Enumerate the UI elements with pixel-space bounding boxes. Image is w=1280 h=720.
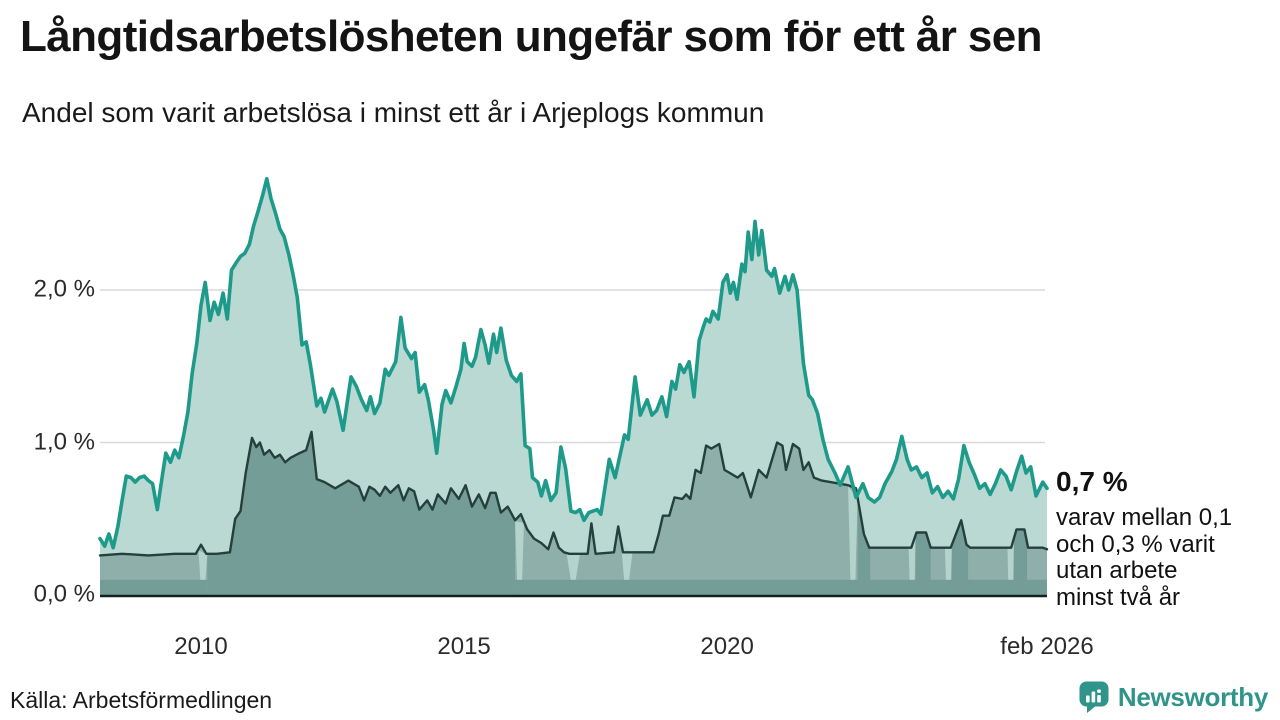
newsworthy-wordmark: Newsworthy (1117, 681, 1268, 712)
endpoint-note-line: varav mellan 0,1 (1056, 504, 1233, 531)
page-subtitle: Andel som varit arbetslösa i minst ett å… (22, 97, 765, 128)
area-2yr-exact (1013, 529, 1027, 595)
x-tick-label: 2020 (700, 633, 754, 660)
y-tick-label: 0,0 % (33, 580, 95, 608)
endpoint-value: 0,7 % (1056, 466, 1128, 497)
area-2yr-exact (951, 520, 969, 595)
endpoint-annotation: 0,7 % varav mellan 0,1 och 0,3 % varit u… (1056, 466, 1276, 611)
endpoint-note-line: minst två år (1056, 583, 1181, 611)
censored-wedge (1007, 539, 1014, 580)
newsworthy-icon (1079, 681, 1109, 713)
censored-wedge (515, 521, 524, 580)
y-tick-label: 2,0 % (33, 275, 95, 303)
area-2yr-exact (915, 532, 931, 595)
y-tick-label: 1,0 % (33, 427, 95, 455)
area-2yr-exact (207, 431, 516, 595)
censored-wedge (198, 550, 208, 580)
x-tick-label: feb 2026 (1000, 633, 1094, 660)
area-2yr-lower-strip (100, 579, 208, 595)
newsworthy-logo: Newsworthy (1078, 680, 1268, 714)
censored-wedge (944, 546, 952, 580)
x-tick-label: 2015 (437, 633, 491, 660)
censored-wedge (848, 486, 858, 580)
area-2yr-lower-strip (515, 579, 1047, 595)
endpoint-note-line: utan arbete (1056, 557, 1178, 584)
line-1yr (98, 176, 1049, 550)
page-title: Långtidsarbetslösheten ungefär som för e… (20, 12, 1043, 61)
line-2yr (98, 430, 1049, 557)
endpoint-note-line: och 0,3 % varit (1056, 530, 1215, 558)
source-caption: Källa: Arbetsförmedlingen (10, 687, 273, 713)
x-tick-label: 2010 (174, 633, 228, 660)
censored-wedge (566, 554, 580, 580)
